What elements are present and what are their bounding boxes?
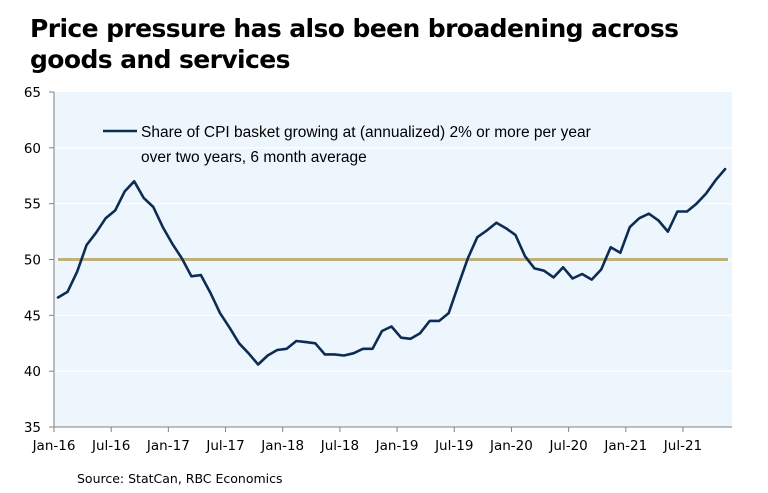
x-tick-label: Jul-19 <box>434 438 473 454</box>
x-axis-ticks: Jan-16 Jul-16 Jan-17 Jul-17 Jan-18 Jul-18 Jan-… <box>32 427 702 454</box>
y-tick-label: 55 <box>24 197 41 213</box>
y-tick-label: 45 <box>24 308 41 324</box>
y-tick-label: 35 <box>24 420 41 436</box>
x-tick-label: Jan-17 <box>146 438 190 454</box>
y-tick-label: 65 <box>24 85 41 101</box>
source-note: Source: StatCan, RBC Economics <box>77 471 283 486</box>
x-tick-label: Jul-16 <box>91 438 130 454</box>
x-tick-label: Jan-21 <box>603 438 647 454</box>
x-tick-label: Jan-16 <box>32 438 76 454</box>
y-axis-ticks: 35 40 45 50 55 60 65 <box>24 85 54 436</box>
legend-label-line-2: over two years, 6 month average <box>141 149 367 166</box>
y-tick-label: 50 <box>24 253 41 269</box>
series-line <box>56 167 727 366</box>
x-tick-label: Jan-18 <box>260 438 304 454</box>
x-tick-label: Jan-20 <box>489 438 533 454</box>
x-tick-label: Jul-18 <box>320 438 359 454</box>
y-tick-label: 60 <box>24 141 41 157</box>
legend-label-line-1: Share of CPI basket growing at (annualiz… <box>141 124 591 141</box>
y-tick-label: 40 <box>24 364 41 380</box>
chart-title: Price pressure has also been broadening … <box>30 14 679 74</box>
x-tick-label: Jan-19 <box>375 438 419 454</box>
legend: Share of CPI basket growing at (annualiz… <box>103 124 591 166</box>
x-tick-label: Jul-17 <box>205 438 244 454</box>
x-tick-label: Jul-20 <box>548 438 587 454</box>
x-tick-label: Jul-21 <box>663 438 702 454</box>
